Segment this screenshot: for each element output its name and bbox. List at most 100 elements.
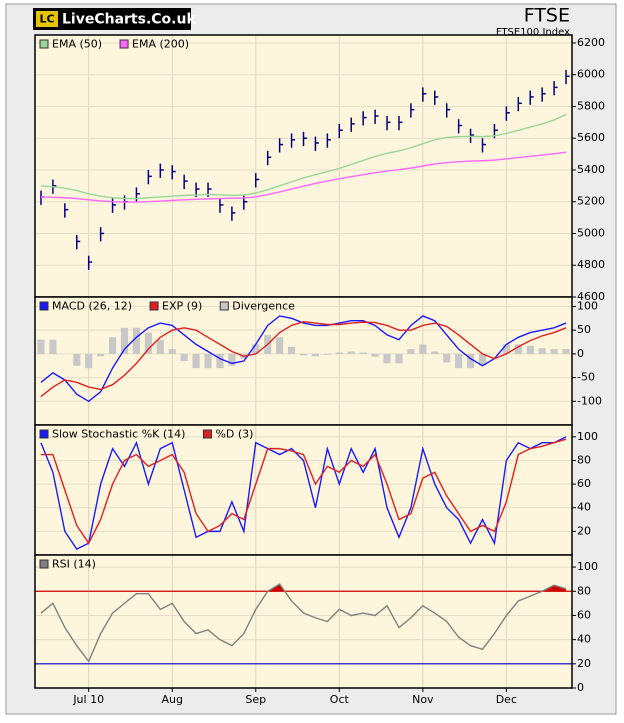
legend-label: %D (3)	[215, 428, 253, 441]
legend-swatch	[219, 301, 229, 311]
legend-swatch	[119, 39, 129, 49]
logo-box	[33, 8, 191, 30]
legend-label: Divergence	[232, 300, 295, 313]
x-tick-label: Sep	[245, 693, 266, 706]
divergence-bar	[85, 353, 93, 369]
y-tick-label: 4600	[577, 290, 605, 303]
series-line	[40, 151, 567, 203]
logo-mark: LC	[39, 13, 54, 26]
divergence-bar	[526, 345, 534, 354]
divergence-bar	[299, 353, 308, 356]
x-tick-label: Oct	[330, 693, 350, 706]
series-line	[40, 113, 567, 200]
divergence-bar	[431, 351, 439, 354]
x-tick-label: Dec	[496, 693, 517, 706]
panel	[35, 425, 572, 555]
y-tick-label: 20	[577, 657, 591, 670]
divergence-bar	[395, 353, 403, 364]
divergence-bar	[228, 353, 236, 366]
divergence-bar	[276, 337, 284, 354]
divergence-bar	[478, 353, 487, 366]
divergence-bar	[335, 352, 343, 354]
y-tick-label: 100	[577, 299, 598, 312]
divergence-bar	[323, 353, 331, 355]
y-tick-label: 60	[577, 477, 591, 490]
y-tick-label: 5400	[577, 163, 605, 176]
y-tick-label: -50	[577, 371, 595, 384]
plot-area	[35, 425, 572, 555]
legend-swatch	[39, 559, 49, 569]
y-tick-label: 5000	[577, 226, 605, 239]
divergence-bar	[204, 353, 212, 369]
y-tick-label: 5600	[577, 131, 605, 144]
divergence-bar	[466, 353, 475, 369]
y-tick-label: 4800	[577, 258, 605, 271]
y-tick-label: 5200	[577, 195, 605, 208]
y-tick-label: 100	[577, 430, 598, 443]
legend-label: MACD (26, 12)	[52, 300, 132, 313]
y-tick-label: 100	[577, 560, 598, 573]
legend-label: EMA (50)	[52, 38, 102, 51]
divergence-bar	[120, 327, 129, 354]
y-tick-label: 6200	[577, 36, 605, 49]
divergence-bar	[287, 346, 296, 354]
legend-label: EMA (200)	[132, 38, 189, 51]
divergence-bar	[538, 348, 546, 354]
divergence-bar	[97, 353, 105, 357]
divergence-bar	[37, 339, 45, 354]
chart-title: FTSE	[524, 5, 570, 27]
logo-text: LiveCharts.Co.uk	[62, 12, 196, 28]
divergence-bar	[311, 353, 320, 357]
divergence-bar	[216, 353, 224, 369]
legend-swatch	[202, 429, 212, 439]
y-tick-label: 80	[577, 453, 591, 466]
divergence-bar	[73, 353, 81, 366]
chart-subtitle: FTSE100 Index	[496, 27, 570, 38]
legend-label: RSI (14)	[52, 558, 96, 571]
divergence-bar	[252, 344, 260, 354]
y-tick-label: 60	[577, 608, 591, 621]
series-line	[40, 583, 567, 663]
panel-border	[34, 554, 573, 689]
divergence-bar	[419, 344, 427, 354]
x-tick-label: Aug	[161, 693, 182, 706]
divergence-bar	[443, 353, 451, 363]
series-line	[40, 320, 567, 398]
divergence-bar	[168, 349, 176, 354]
plot-area	[35, 35, 572, 297]
y-tick-label: 0	[577, 347, 584, 360]
panel	[35, 555, 572, 688]
y-tick-label: 40	[577, 633, 591, 646]
x-tick-label: Jul 10	[72, 693, 104, 706]
divergence-bar	[562, 349, 570, 354]
panel	[35, 35, 572, 297]
x-tick-label: Nov	[412, 693, 434, 706]
divergence-bar	[347, 351, 355, 354]
y-tick-label: -100	[577, 394, 602, 407]
divergence-bar	[407, 349, 415, 354]
legend-swatch	[149, 301, 159, 311]
divergence-bar	[156, 339, 164, 354]
divergence-bar	[550, 349, 558, 354]
divergence-bar	[49, 339, 57, 354]
divergence-bar	[132, 327, 141, 354]
y-tick-label: 50	[577, 323, 591, 336]
legend-swatch	[39, 301, 49, 311]
logo-badge	[36, 11, 58, 27]
divergence-bar	[359, 352, 367, 354]
y-tick-label: 40	[577, 501, 591, 514]
divergence-bar	[383, 353, 391, 364]
series-line	[40, 315, 567, 403]
y-tick-label: 6000	[577, 68, 605, 81]
divergence-bar	[180, 353, 188, 361]
divergence-bar	[502, 344, 510, 354]
y-tick-label: 80	[577, 584, 591, 597]
divergence-bar	[514, 344, 522, 354]
y-tick-label: 0	[577, 681, 584, 694]
divergence-bar	[192, 353, 200, 369]
y-tick-label: 20	[577, 524, 591, 537]
legend-label: Slow Stochastic %K (14)	[52, 428, 185, 441]
plot-area	[35, 297, 572, 425]
legend-swatch	[39, 39, 49, 49]
